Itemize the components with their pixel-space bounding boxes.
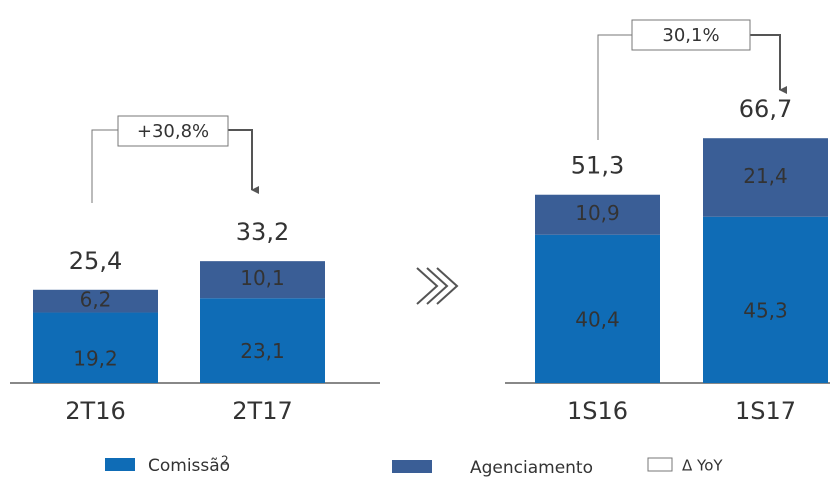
chevron — [416, 267, 459, 305]
value-label: 40,4 — [575, 307, 620, 331]
legend-label: Comissão — [148, 456, 230, 476]
bar-segment — [200, 261, 325, 299]
yoy-connector — [91, 129, 118, 203]
x-tick-label: 2T16 — [65, 397, 125, 425]
bar-segment — [703, 216, 828, 383]
yoy-label: +30,8% — [137, 121, 209, 142]
bar-segment — [33, 312, 158, 383]
x-tick-label: 1S17 — [735, 397, 796, 425]
legend-swatch — [105, 458, 135, 471]
total-label: 66,7 — [739, 95, 792, 123]
value-label: 19,2 — [73, 346, 118, 370]
x-tick-label: 2T17 — [232, 397, 292, 425]
legend-footnote: 2 — [221, 454, 229, 468]
yoy-connector — [597, 34, 632, 140]
bar-segment — [33, 289, 158, 313]
yoy-label: 30,1% — [662, 25, 719, 46]
legend-swatch — [647, 457, 673, 472]
legend-label: Agenciamento — [470, 458, 593, 478]
yoy-arrow — [750, 34, 787, 94]
value-label: 6,2 — [80, 288, 112, 312]
total-label: 25,4 — [69, 247, 122, 275]
value-label: 23,1 — [240, 339, 285, 363]
bar-segment — [200, 298, 325, 383]
yoy-box — [117, 115, 229, 147]
value-label: 21,4 — [743, 164, 788, 188]
value-label: 45,3 — [743, 298, 788, 322]
total-label: 51,3 — [571, 152, 624, 180]
legend-label: Δ YoY — [682, 457, 723, 475]
legend-swatch — [392, 460, 432, 473]
x-tick-label: 1S16 — [567, 397, 628, 425]
bar-segment — [703, 138, 828, 217]
value-label: 10,9 — [575, 201, 620, 225]
yoy-arrow — [228, 129, 259, 194]
bar-segment — [535, 194, 660, 235]
value-label: 10,1 — [240, 266, 285, 290]
yoy-box — [631, 19, 751, 51]
total-label: 33,2 — [236, 218, 289, 246]
bar-segment — [535, 234, 660, 383]
